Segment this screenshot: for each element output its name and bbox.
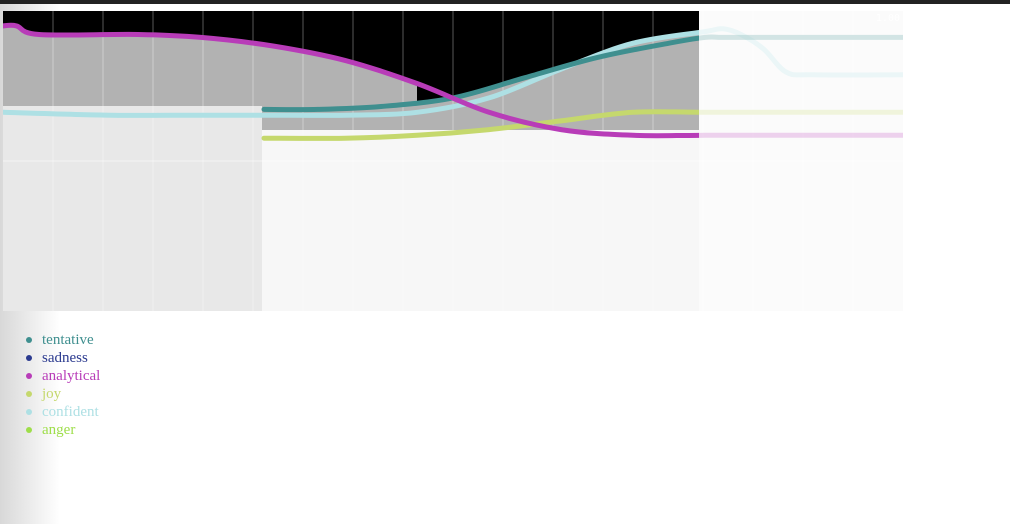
legend-label: sadness	[42, 350, 88, 366]
legend-label: confident	[42, 404, 99, 420]
legend-dot-icon	[26, 391, 32, 397]
legend-dot-icon	[26, 409, 32, 415]
legend-item-tentative[interactable]: tentative	[26, 331, 100, 349]
background-band-mid	[262, 130, 699, 311]
legend-item-confident[interactable]: confident	[26, 403, 100, 421]
legend-label: anger	[42, 422, 76, 438]
background-band-left	[3, 106, 262, 311]
legend-item-anger[interactable]: anger	[26, 421, 100, 439]
analytical-line	[3, 22, 699, 139]
joy-line	[261, 109, 699, 141]
legend-item-sadness[interactable]: sadness	[26, 349, 100, 367]
legend-label: joy	[42, 386, 62, 402]
legend-item-joy[interactable]: joy	[26, 385, 100, 403]
legend-dot-icon	[26, 355, 32, 361]
value-readout: 1.00	[876, 13, 900, 24]
legend-label: analytical	[42, 368, 101, 384]
legend-dot-icon	[26, 373, 32, 379]
legend-label: tentative	[42, 332, 94, 348]
legend-dot-icon	[26, 427, 32, 433]
selection-highlight[interactable]	[699, 11, 903, 311]
legend-item-analytical[interactable]: analytical	[26, 367, 100, 385]
top-bar	[0, 0, 1010, 4]
tentative-line	[261, 35, 699, 113]
legend: tentative sadness analytical joy confident an…	[26, 331, 100, 439]
legend-dot-icon	[26, 337, 32, 343]
tone-chart: 1.00	[3, 11, 903, 311]
